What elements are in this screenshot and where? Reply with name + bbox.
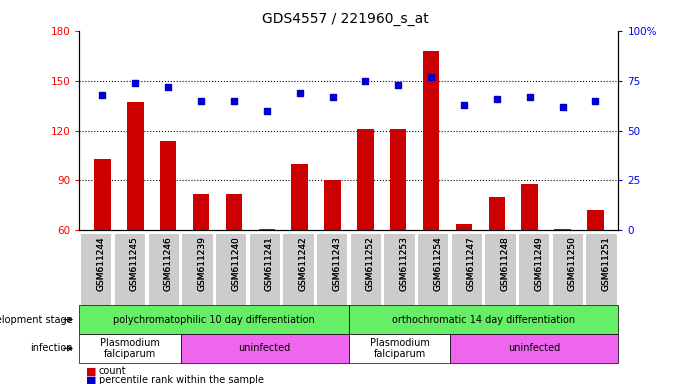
Text: GDS4557 / 221960_s_at: GDS4557 / 221960_s_at (262, 12, 429, 25)
Bar (324, 180, 341, 230)
Bar (160, 141, 176, 230)
Bar (423, 51, 439, 230)
Point (426, 74, 437, 80)
Point (524, 94, 536, 100)
Text: GSM611240: GSM611240 (231, 236, 240, 291)
Point (229, 98, 240, 104)
Text: GSM611241: GSM611241 (265, 236, 274, 291)
Text: GSM611244: GSM611244 (96, 236, 105, 291)
Text: GSM611243: GSM611243 (332, 236, 341, 291)
Bar (292, 164, 308, 230)
Point (590, 98, 601, 104)
Point (557, 104, 568, 110)
Text: GSM611242: GSM611242 (299, 236, 307, 291)
Text: ■: ■ (86, 375, 97, 384)
Text: GSM611249: GSM611249 (534, 236, 543, 291)
Text: development stage: development stage (0, 314, 73, 325)
Text: GSM611242: GSM611242 (299, 236, 307, 291)
Bar (127, 102, 144, 230)
Point (360, 78, 371, 84)
Bar (554, 229, 571, 230)
Bar (456, 224, 472, 230)
Bar (193, 194, 209, 230)
Text: GSM611250: GSM611250 (568, 236, 577, 291)
Text: infection: infection (30, 343, 73, 354)
Text: polychromatophilic 10 day differentiation: polychromatophilic 10 day differentiatio… (113, 314, 315, 325)
Point (196, 98, 207, 104)
Point (327, 94, 338, 100)
Text: GSM611241: GSM611241 (265, 236, 274, 291)
Text: GSM611254: GSM611254 (433, 236, 442, 291)
Text: GSM611253: GSM611253 (399, 236, 408, 291)
Point (294, 89, 305, 96)
Text: uninfected: uninfected (508, 343, 560, 354)
Bar (226, 194, 242, 230)
Point (491, 96, 502, 102)
Text: Plasmodium
falciparum: Plasmodium falciparum (370, 338, 429, 359)
Text: GSM611249: GSM611249 (534, 236, 543, 291)
Text: Plasmodium
falciparum: Plasmodium falciparum (100, 338, 160, 359)
Text: GSM611239: GSM611239 (198, 236, 207, 291)
Bar (522, 184, 538, 230)
Bar (587, 210, 604, 230)
Text: GSM611251: GSM611251 (602, 236, 611, 291)
Point (261, 108, 272, 114)
Bar (357, 129, 374, 230)
Point (130, 79, 141, 86)
Bar (94, 159, 111, 230)
Text: percentile rank within the sample: percentile rank within the sample (99, 375, 264, 384)
Text: GSM611253: GSM611253 (399, 236, 408, 291)
Bar (489, 197, 505, 230)
Text: GSM611254: GSM611254 (433, 236, 442, 291)
Text: GSM611247: GSM611247 (467, 236, 476, 291)
Text: GSM611248: GSM611248 (500, 236, 509, 291)
Text: uninfected: uninfected (238, 343, 291, 354)
Text: orthochromatic 14 day differentiation: orthochromatic 14 day differentiation (392, 314, 576, 325)
Text: GSM611244: GSM611244 (96, 236, 105, 291)
Point (392, 81, 404, 88)
Point (97, 91, 108, 98)
Text: GSM611248: GSM611248 (500, 236, 509, 291)
Text: GSM611246: GSM611246 (164, 236, 173, 291)
Text: GSM611251: GSM611251 (602, 236, 611, 291)
Text: GSM611245: GSM611245 (130, 236, 139, 291)
Text: GSM611240: GSM611240 (231, 236, 240, 291)
Point (458, 101, 469, 108)
Text: ■: ■ (86, 366, 97, 376)
Text: GSM611247: GSM611247 (467, 236, 476, 291)
Text: GSM611245: GSM611245 (130, 236, 139, 291)
Text: GSM611252: GSM611252 (366, 236, 375, 291)
Text: GSM611250: GSM611250 (568, 236, 577, 291)
Text: GSM611252: GSM611252 (366, 236, 375, 291)
Point (162, 84, 173, 90)
Bar (390, 129, 406, 230)
Text: GSM611239: GSM611239 (198, 236, 207, 291)
Text: GSM611243: GSM611243 (332, 236, 341, 291)
Text: count: count (99, 366, 126, 376)
Text: GSM611246: GSM611246 (164, 236, 173, 291)
Bar (258, 229, 275, 230)
